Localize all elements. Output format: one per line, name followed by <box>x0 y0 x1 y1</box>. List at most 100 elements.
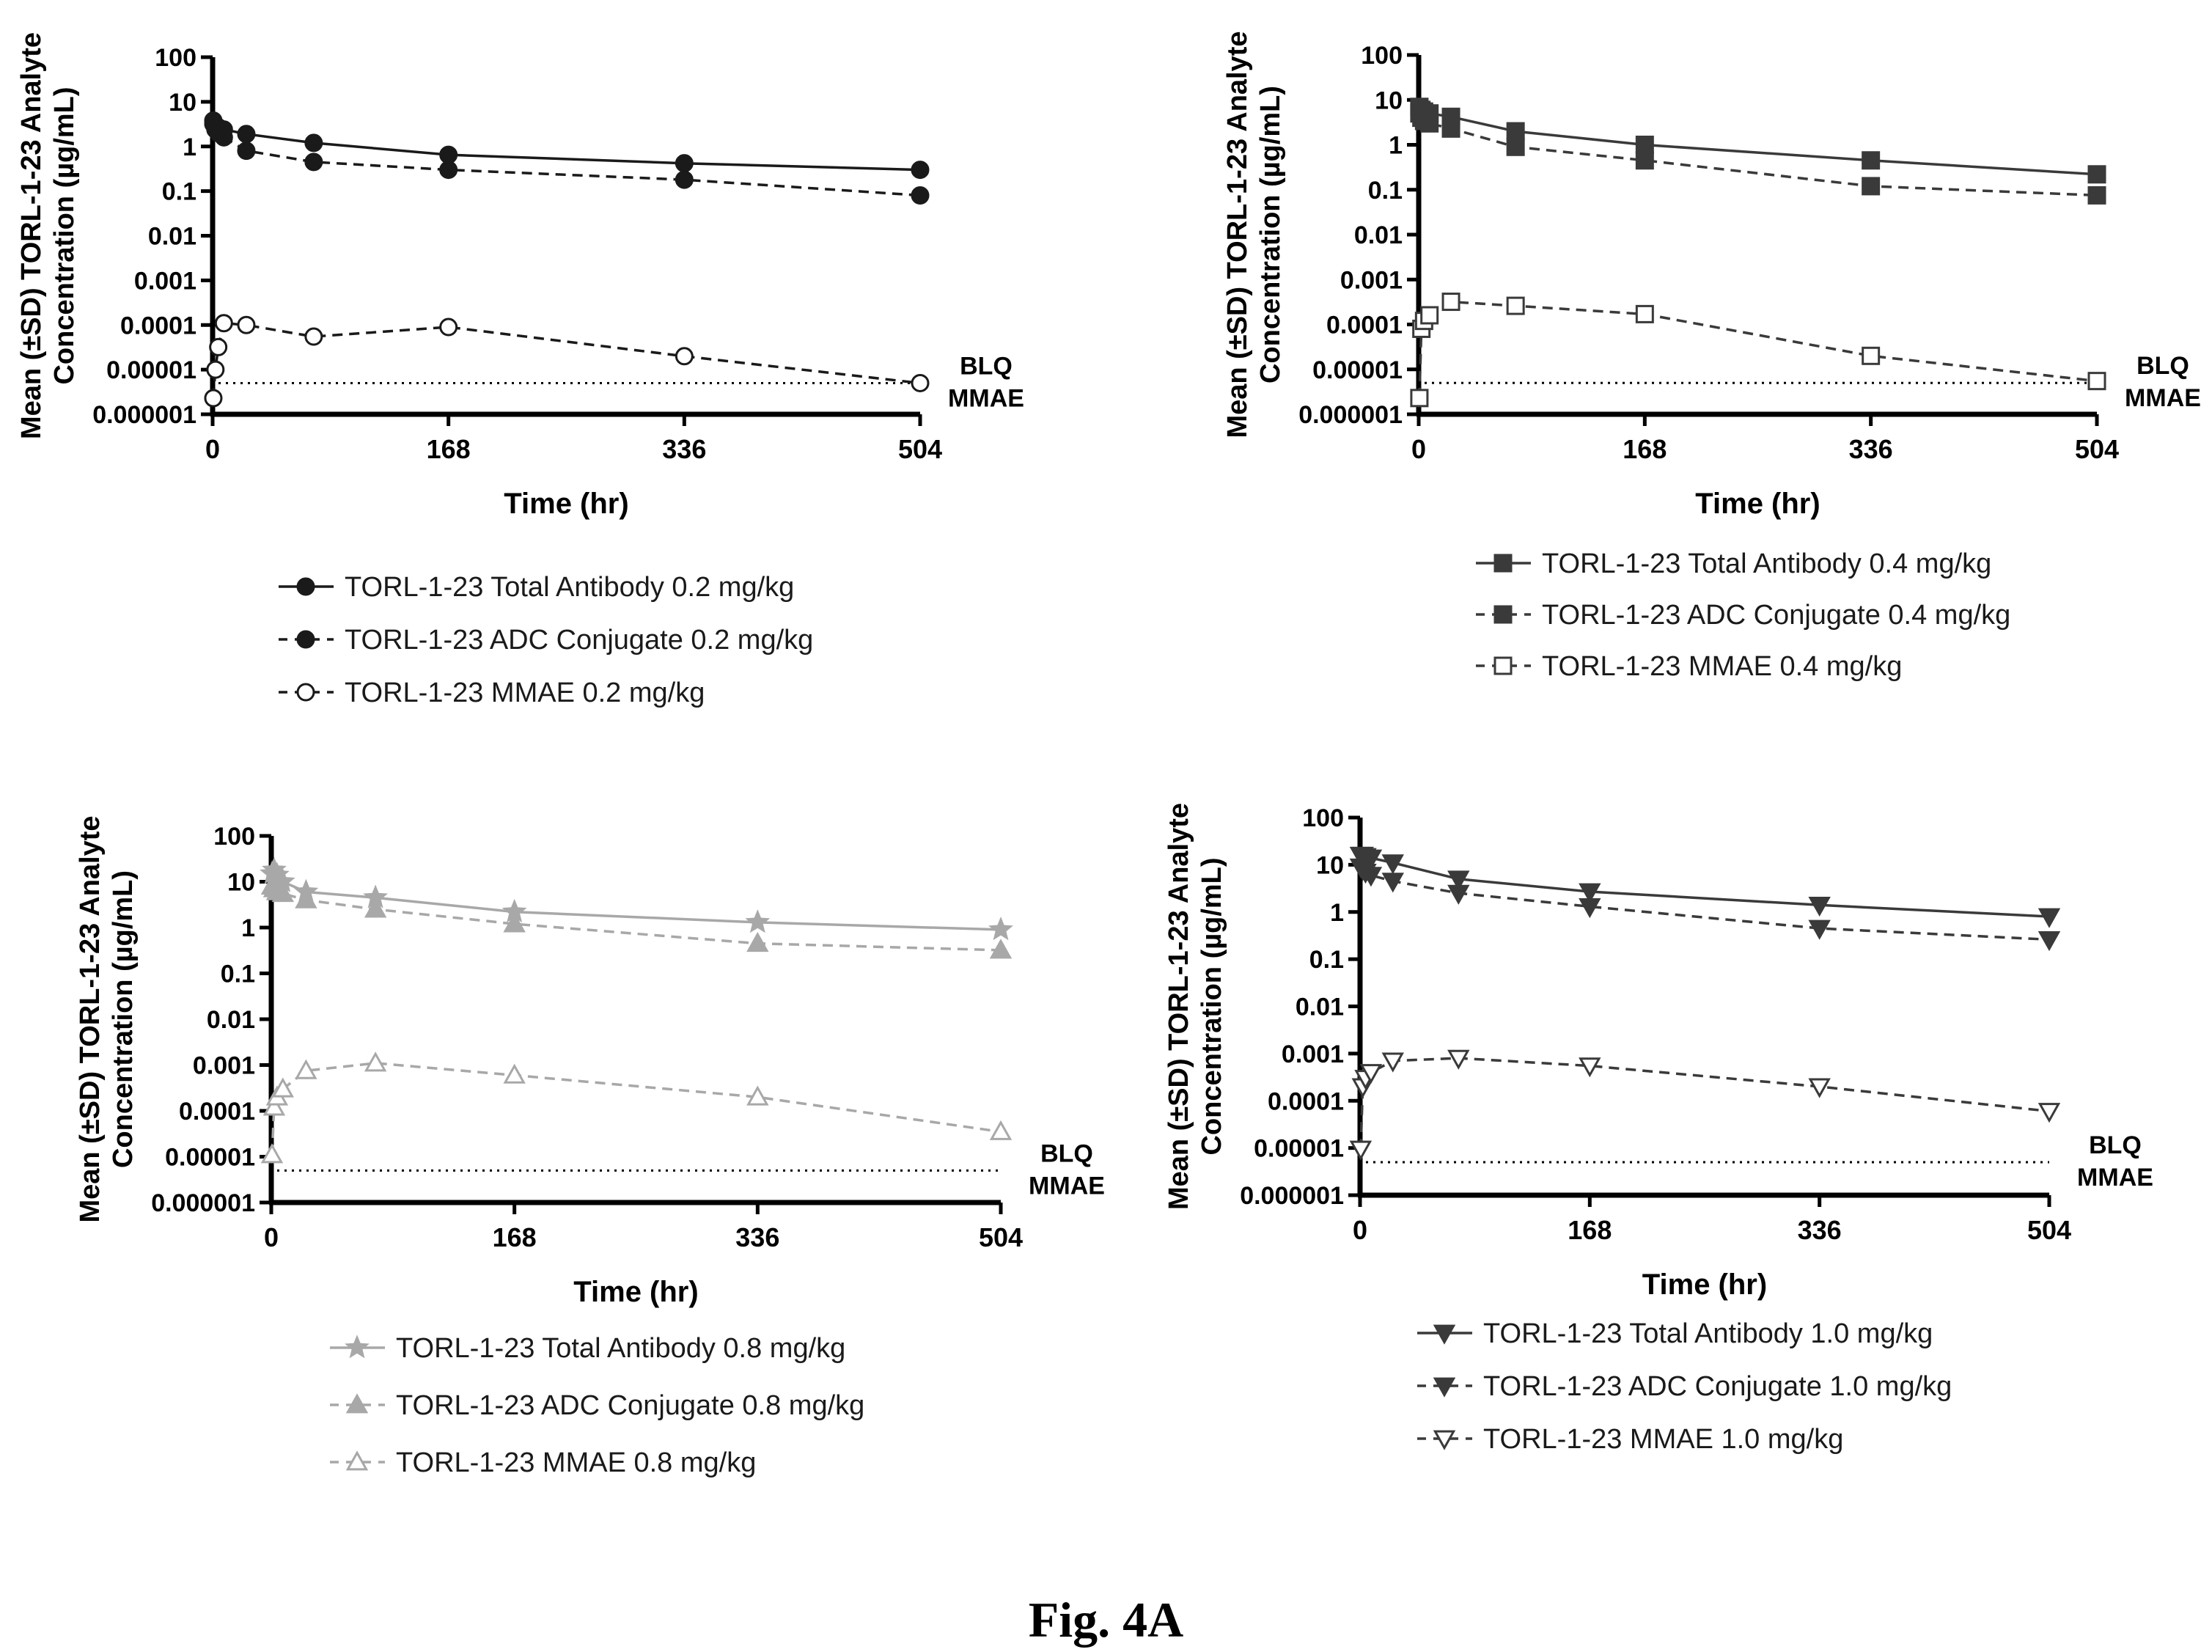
series-3 <box>1349 1049 2061 1161</box>
y-tick-label: 0.00001 <box>1254 1135 1344 1163</box>
y-axis-label-line1: Mean (±SD) TORL-1-23 Analyte <box>75 815 106 1222</box>
legend-marker <box>1493 554 1513 573</box>
data-point <box>439 145 458 164</box>
y-tick-label: 0.00001 <box>106 356 196 384</box>
legend-entry: TORL-1-23 ADC Conjugate 0.2 mg/kg <box>279 625 813 656</box>
legend-label: TORL-1-23 MMAE 0.4 mg/kg <box>1542 651 1902 682</box>
legend-label: TORL-1-23 Total Antibody 0.8 mg/kg <box>396 1333 845 1364</box>
data-point <box>439 161 458 180</box>
y-axis-label-line2: Concentration (µg/mL) <box>1197 857 1227 1155</box>
legend-marker <box>345 1450 369 1471</box>
x-axis-label: Time (hr) <box>504 488 628 520</box>
blq-label: BLQ <box>2136 352 2189 380</box>
data-point <box>1862 151 1881 170</box>
legend-entry: TORL-1-23 ADC Conjugate 0.8 mg/kg <box>330 1390 864 1421</box>
x-tick-label: 0 <box>264 1222 279 1252</box>
data-point <box>1635 304 1654 323</box>
data-point <box>1579 1057 1601 1078</box>
data-point <box>262 1095 286 1116</box>
data-point <box>304 133 323 153</box>
legend-label: TORL-1-23 Total Antibody 0.4 mg/kg <box>1542 548 1991 579</box>
data-point <box>745 909 771 933</box>
blq-label: BLQ <box>1040 1139 1093 1167</box>
data-point <box>2087 165 2106 184</box>
y-tick-label: 0.01 <box>148 223 196 251</box>
data-point <box>1381 854 1404 875</box>
x-tick-label: 504 <box>2075 434 2119 464</box>
data-point <box>2087 186 2106 205</box>
data-point <box>1635 136 1654 154</box>
data-point <box>911 373 930 392</box>
blq-label: BLQ <box>960 352 1013 380</box>
data-point <box>989 1120 1013 1140</box>
series-line <box>1359 1057 2050 1150</box>
legend-label: TORL-1-23 ADC Conjugate 0.8 mg/kg <box>396 1390 864 1421</box>
data-point <box>1862 346 1881 365</box>
legend-marker <box>1433 1430 1456 1450</box>
y-tick-label: 10 <box>169 89 196 117</box>
blq-label-mmae: MMAE <box>948 384 1024 412</box>
legend-label: TORL-1-23 MMAE 0.8 mg/kg <box>396 1447 756 1478</box>
legend-entry: TORL-1-23 Total Antibody 0.8 mg/kg <box>330 1333 845 1364</box>
blq-label: BLQ <box>2089 1131 2142 1159</box>
x-tick-label: 336 <box>735 1222 779 1252</box>
legend-entry: TORL-1-23 MMAE 0.4 mg/kg <box>1476 651 1902 682</box>
series-line <box>271 1062 1002 1155</box>
y-tick-label: 0.1 <box>162 178 196 206</box>
y-tick-label: 10 <box>227 869 255 897</box>
data-point <box>675 347 694 366</box>
data-point <box>364 897 387 918</box>
legend-marker <box>296 577 315 596</box>
data-point <box>2038 908 2061 928</box>
data-point <box>1441 293 1460 312</box>
legend-marker <box>345 1393 369 1414</box>
y-tick-label: 10 <box>1375 87 1403 114</box>
x-tick-label: 168 <box>427 434 471 464</box>
series-3 <box>260 1051 1013 1164</box>
y-tick-label: 0.000001 <box>92 401 196 429</box>
y-tick-label: 1 <box>183 133 196 161</box>
data-point <box>1506 122 1525 141</box>
legend-entry: TORL-1-23 ADC Conjugate 1.0 mg/kg <box>1417 1371 1952 1402</box>
blq-label-mmae: MMAE <box>1029 1172 1105 1200</box>
data-point <box>271 1077 295 1098</box>
data-point <box>1420 114 1439 133</box>
y-tick-label: 0.00001 <box>165 1144 255 1172</box>
data-point <box>1359 867 1383 887</box>
y-tick-label: 0.000001 <box>1240 1182 1344 1210</box>
legend-entry: TORL-1-23 MMAE 1.0 mg/kg <box>1417 1424 1843 1455</box>
y-axis-label-line1: Mean (±SD) TORL-1-23 Analyte <box>1222 31 1253 438</box>
data-point <box>1808 919 1831 940</box>
data-point <box>1447 870 1470 891</box>
data-point <box>746 931 769 952</box>
legend-label: TORL-1-23 ADC Conjugate 0.2 mg/kg <box>345 625 813 656</box>
legend-label: TORL-1-23 ADC Conjugate 1.0 mg/kg <box>1483 1371 1952 1402</box>
y-tick-label: 100 <box>1361 42 1403 70</box>
data-point <box>1862 177 1881 196</box>
y-axis-label-line1: Mean (±SD) TORL-1-23 Analyte <box>1164 803 1194 1210</box>
data-point <box>206 360 225 379</box>
legend-entry: TORL-1-23 MMAE 0.8 mg/kg <box>330 1447 756 1478</box>
data-point <box>1506 296 1525 315</box>
data-point <box>1359 1064 1383 1084</box>
data-point <box>1579 898 1601 919</box>
data-point <box>204 389 223 408</box>
x-axis-label: Time (hr) <box>1642 1269 1767 1301</box>
y-tick-label: 0.01 <box>1354 221 1403 249</box>
data-point <box>1410 389 1429 408</box>
x-tick-label: 336 <box>1849 434 1893 464</box>
y-tick-label: 0.0001 <box>1326 312 1403 339</box>
data-point <box>214 128 233 147</box>
legend-entry: TORL-1-23 ADC Conjugate 0.4 mg/kg <box>1476 600 2010 631</box>
y-tick-label: 0.01 <box>1296 994 1344 1021</box>
legend-marker <box>345 1335 370 1359</box>
y-tick-label: 0.1 <box>221 961 255 988</box>
legend-marker <box>1433 1377 1456 1398</box>
x-tick-label: 336 <box>1798 1215 1842 1245</box>
series-2 <box>204 114 930 205</box>
x-axis-label: Time (hr) <box>1695 488 1820 520</box>
data-point <box>295 888 317 908</box>
data-point <box>271 882 295 903</box>
data-point <box>304 327 323 346</box>
